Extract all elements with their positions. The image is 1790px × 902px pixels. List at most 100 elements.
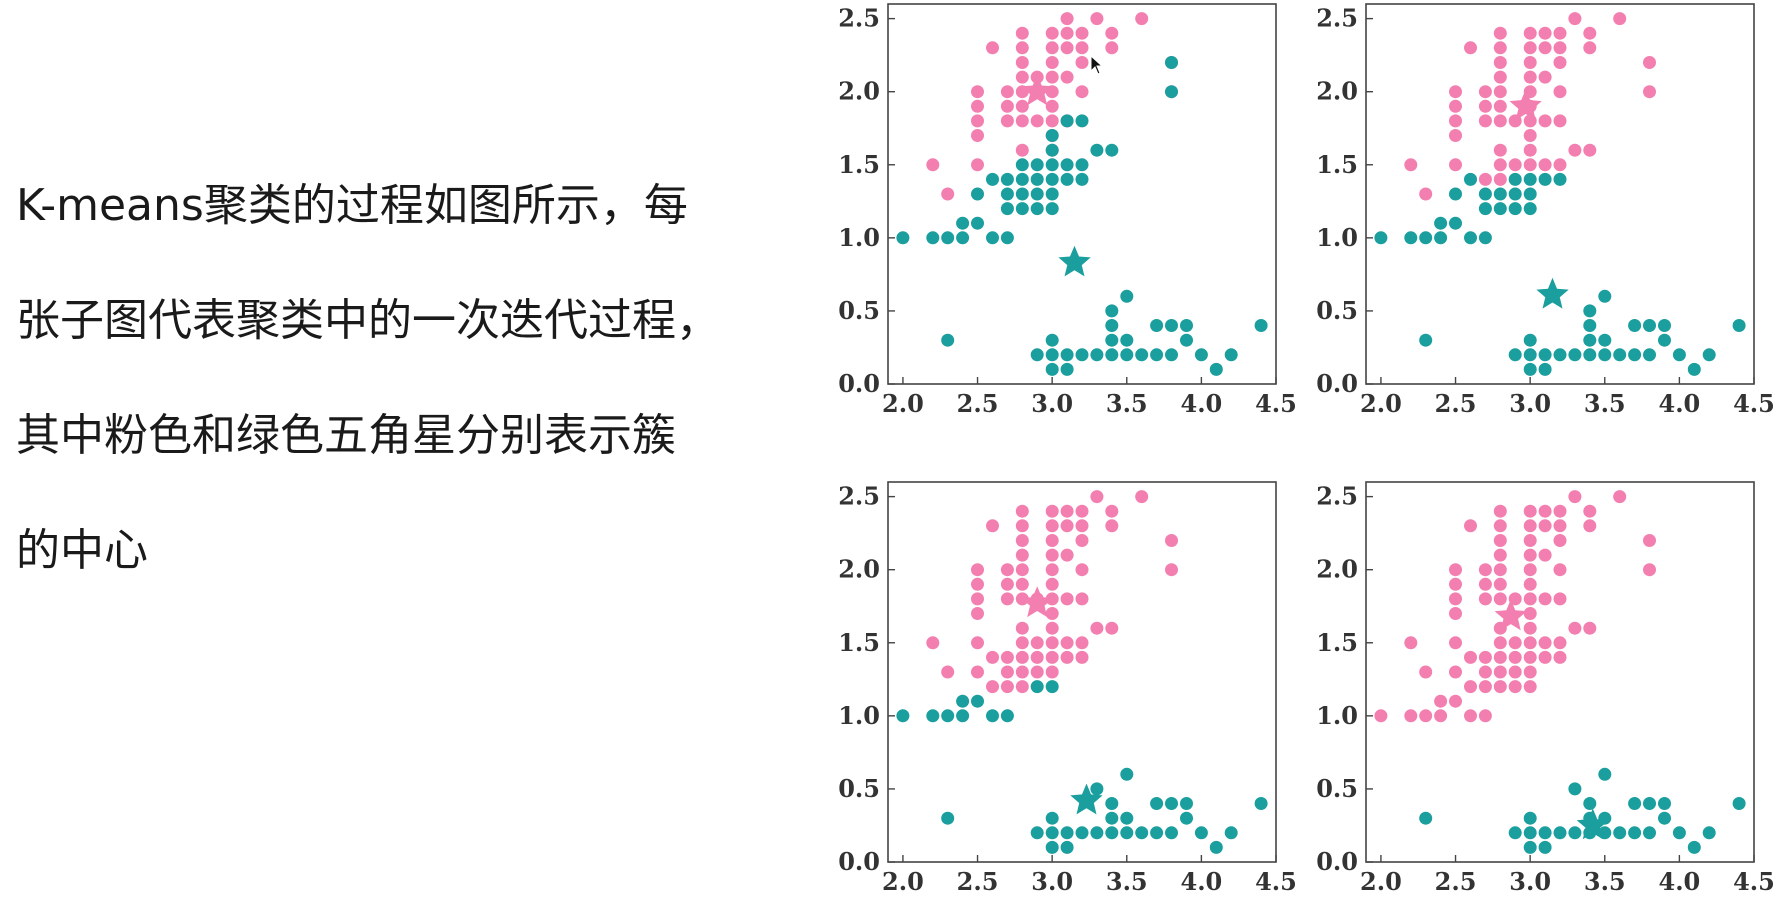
teal-data-point — [1000, 187, 1014, 201]
teal-data-point — [1523, 811, 1537, 825]
teal-data-point — [1165, 56, 1178, 69]
pink-data-point — [1045, 26, 1059, 40]
teal-data-point — [1478, 231, 1492, 245]
x-tick-label: 4.5 — [1733, 867, 1775, 896]
x-tick-label: 3.0 — [1509, 867, 1551, 896]
teal-data-point — [1658, 319, 1671, 332]
y-tick-label: 1.5 — [1316, 628, 1358, 657]
pink-data-point — [1075, 56, 1089, 69]
y-tick-label: 1.0 — [1316, 701, 1358, 730]
teal-data-point — [1613, 348, 1627, 362]
pink-data-point — [1105, 26, 1119, 40]
x-tick-label: 4.0 — [1181, 389, 1223, 418]
plot-frame — [1365, 3, 1755, 385]
pink-data-point — [1464, 709, 1477, 723]
pink-data-point — [1075, 41, 1089, 55]
pink-data-point — [1613, 12, 1627, 26]
y-tick-label: 0.0 — [1316, 369, 1358, 398]
scatter-panel-2: 2.0 2.5 3.0 3.5 4.0 4.5 0.0 0.5 1.0 1.5 2.0 2.5 — [1316, 3, 1775, 418]
teal-data-point — [1553, 348, 1567, 362]
pink-data-point — [971, 563, 984, 577]
teal-data-point — [1419, 811, 1433, 825]
teal-data-point — [1150, 348, 1164, 362]
pink-data-point — [1030, 665, 1044, 679]
teal-data-point — [1120, 289, 1134, 303]
teal-data-point — [1568, 826, 1582, 840]
pink-data-point — [1105, 519, 1119, 533]
pink-data-point — [1045, 99, 1059, 113]
teal-data-point — [1702, 348, 1716, 362]
pink-data-point — [1523, 158, 1537, 172]
pink-data-point — [1419, 665, 1433, 679]
pink-data-point — [941, 187, 955, 201]
teal-data-point — [1478, 187, 1492, 201]
teal-data-point — [986, 709, 999, 723]
teal-centroid-star — [1536, 277, 1569, 309]
pink-data-point — [971, 129, 984, 142]
teal-data-point — [1090, 782, 1104, 796]
pink-data-point — [1060, 592, 1074, 606]
teal-data-point — [1643, 319, 1656, 332]
pink-data-point — [1538, 650, 1552, 664]
teal-data-point — [941, 709, 955, 723]
pink-data-point — [1508, 680, 1522, 694]
teal-data-point — [1045, 362, 1059, 376]
teal-data-point — [1165, 797, 1178, 810]
teal-data-point — [1105, 143, 1119, 157]
pink-centroid-star — [1509, 89, 1542, 121]
pink-data-point — [1523, 129, 1537, 142]
teal-data-point — [1598, 348, 1612, 362]
pink-data-point — [1493, 519, 1507, 533]
teal-data-point — [1120, 826, 1134, 840]
pink-data-point — [1553, 519, 1567, 533]
teal-data-point — [1464, 172, 1477, 186]
pink-data-point — [1493, 143, 1507, 157]
pink-data-point — [1075, 26, 1089, 40]
pink-data-point — [1015, 680, 1029, 694]
teal-data-point — [1045, 826, 1059, 840]
pink-data-point — [1449, 665, 1462, 679]
pink-data-point — [1553, 563, 1567, 577]
pink-data-point — [1449, 607, 1462, 620]
teal-data-point — [1598, 333, 1612, 347]
pink-data-point — [1568, 143, 1582, 157]
pink-centroid-star — [1021, 586, 1054, 618]
teal-centroid-star — [1576, 808, 1609, 840]
pink-data-point — [971, 665, 984, 679]
y-tick-label: 0.0 — [838, 847, 880, 876]
y-tick-label: 2.0 — [1316, 77, 1358, 106]
pink-data-point — [1523, 577, 1537, 591]
pink-data-point — [1523, 41, 1537, 55]
teal-data-point — [1180, 333, 1193, 347]
teal-data-point — [926, 231, 940, 245]
teal-data-point — [971, 694, 984, 708]
y-tick-label: 0.0 — [1316, 847, 1358, 876]
pink-data-point — [1015, 26, 1029, 40]
teal-data-point — [1523, 840, 1537, 854]
teal-data-point — [1449, 187, 1462, 201]
x-tick-label: 3.5 — [1106, 867, 1148, 896]
pink-data-point — [1075, 636, 1089, 650]
pink-data-point — [1075, 504, 1089, 518]
teal-data-point — [1434, 231, 1448, 245]
teal-data-point — [1254, 797, 1268, 810]
pink-data-point — [986, 519, 999, 533]
teal-data-point — [1105, 333, 1119, 347]
x-tick-label: 2.5 — [1435, 867, 1477, 896]
pink-data-point — [1523, 143, 1537, 157]
teal-data-point — [1165, 826, 1178, 840]
teal-data-point — [1180, 319, 1193, 332]
plot-frame — [887, 481, 1277, 863]
pink-data-point — [1030, 650, 1044, 664]
teal-data-point — [1000, 231, 1014, 245]
pink-data-point — [1523, 621, 1537, 635]
y-tick-label: 0.5 — [838, 774, 880, 803]
pink-data-point — [1045, 548, 1059, 562]
caption-line-4: 的中心 — [16, 525, 148, 576]
teal-data-point — [956, 231, 970, 245]
teal-data-point — [1493, 202, 1507, 216]
teal-data-point — [1075, 114, 1089, 128]
teal-data-point — [1060, 172, 1074, 186]
pink-data-point — [1493, 534, 1507, 547]
pink-data-point — [1060, 548, 1074, 562]
